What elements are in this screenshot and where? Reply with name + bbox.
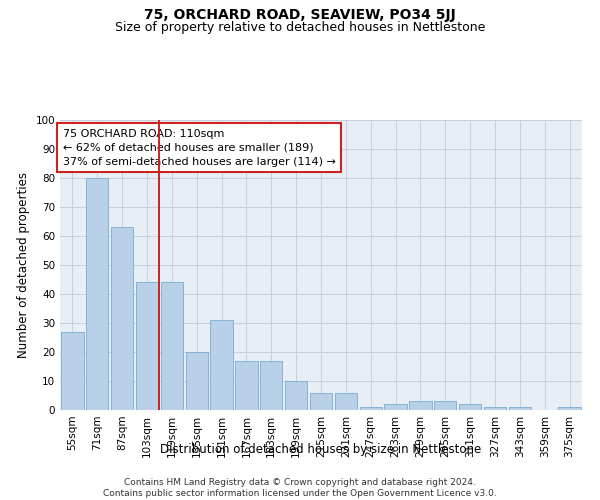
Bar (86, 178, 109, 410)
Bar (335, 392, 357, 410)
Bar (409, 402, 431, 410)
Bar (161, 282, 183, 410)
Bar (235, 360, 257, 410)
Bar (260, 360, 283, 410)
Bar (484, 407, 506, 410)
Text: 75 ORCHARD ROAD: 110sqm
← 62% of detached houses are smaller (189)
37% of semi-d: 75 ORCHARD ROAD: 110sqm ← 62% of detache… (62, 128, 335, 166)
Text: Distribution of detached houses by size in Nettlestone: Distribution of detached houses by size … (160, 442, 482, 456)
Bar (559, 407, 581, 410)
Bar (434, 402, 457, 410)
Bar (509, 407, 531, 410)
Y-axis label: Number of detached properties: Number of detached properties (17, 172, 30, 358)
Text: Contains HM Land Registry data © Crown copyright and database right 2024.
Contai: Contains HM Land Registry data © Crown c… (103, 478, 497, 498)
Bar (211, 320, 233, 410)
Bar (111, 228, 133, 410)
Bar (310, 392, 332, 410)
Bar (136, 282, 158, 410)
Text: 75, ORCHARD ROAD, SEAVIEW, PO34 5JJ: 75, ORCHARD ROAD, SEAVIEW, PO34 5JJ (144, 8, 456, 22)
Bar (185, 352, 208, 410)
Text: Size of property relative to detached houses in Nettlestone: Size of property relative to detached ho… (115, 21, 485, 34)
Bar (459, 404, 481, 410)
Bar (285, 381, 307, 410)
Bar (359, 407, 382, 410)
Bar (61, 332, 83, 410)
Bar (385, 404, 407, 410)
